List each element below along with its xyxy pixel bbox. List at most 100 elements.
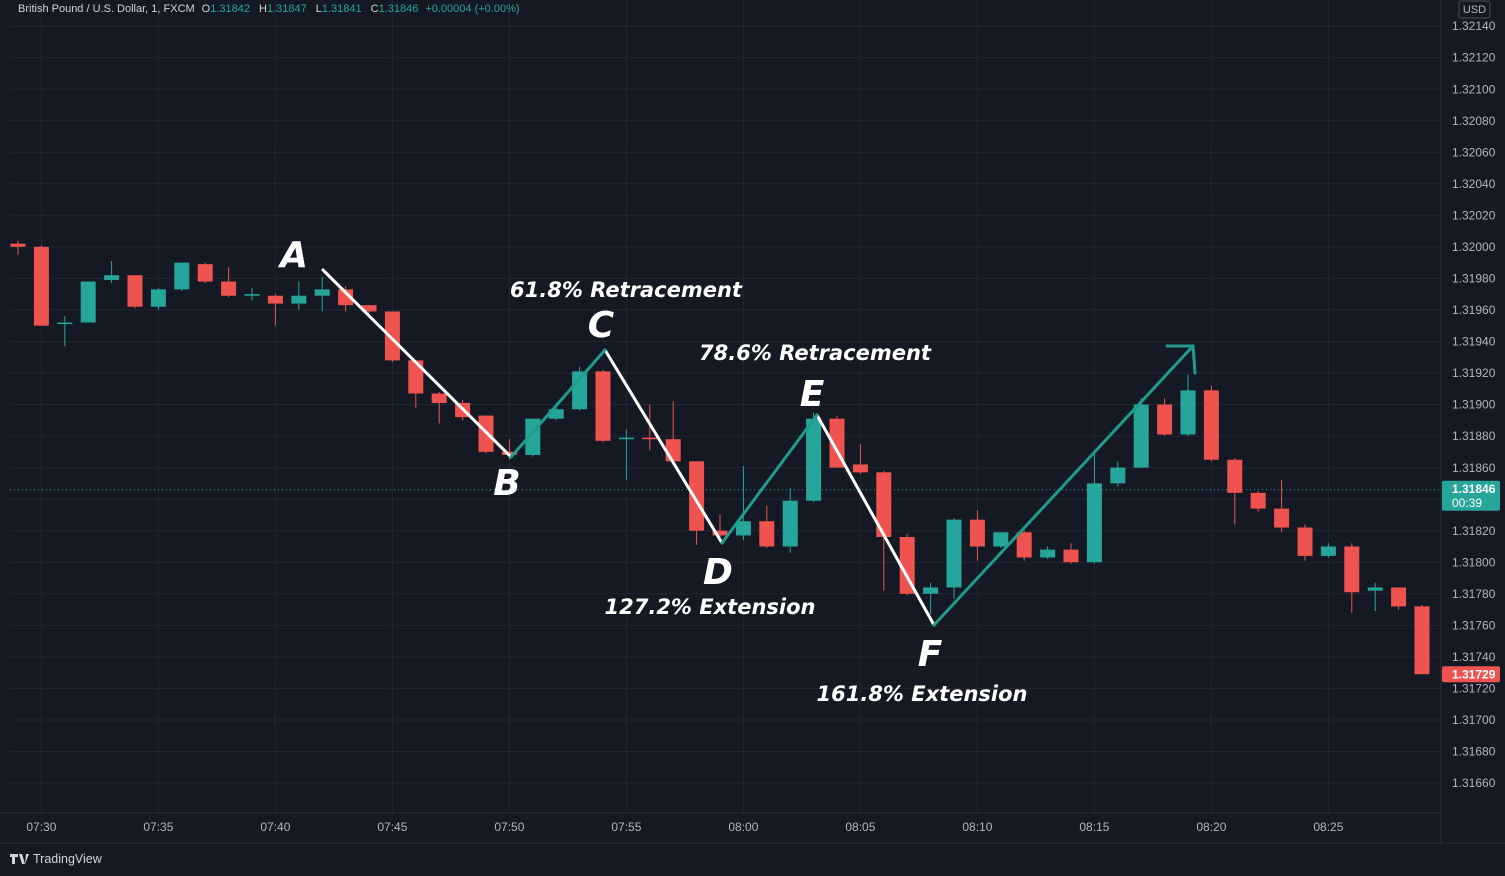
candle-body — [1297, 527, 1313, 556]
candle-body — [80, 281, 96, 323]
x-tick-label: 08:25 — [1313, 820, 1343, 834]
y-tick-label: 1.31960 — [1452, 303, 1496, 317]
field-key: H — [259, 3, 267, 15]
y-tick-label: 1.31880 — [1452, 429, 1496, 443]
candle-body — [33, 246, 49, 326]
field-value: 1.31847 — [267, 3, 307, 15]
candle-body — [1274, 508, 1290, 528]
branding: TradingView — [10, 852, 103, 866]
candle-body — [618, 437, 634, 440]
fib-label: 161.8% Extension — [817, 682, 1028, 706]
candle-body — [689, 461, 705, 531]
x-tick-label: 07:45 — [377, 820, 407, 834]
candle-body — [548, 409, 564, 419]
price-axis: 1.31660 1.31680 1.31700 1.31720 1.31740 1.317… — [1442, 19, 1500, 790]
x-tick-label: 08:20 — [1196, 820, 1226, 834]
candle-body — [735, 521, 751, 536]
candle-body — [665, 439, 681, 462]
candle-body — [10, 243, 26, 247]
candle-body — [408, 360, 424, 394]
candle-body — [993, 532, 1009, 547]
candle-body — [1086, 483, 1102, 563]
y-tick-label: 1.32060 — [1452, 145, 1496, 159]
y-tick-label: 1.32080 — [1452, 114, 1496, 128]
x-tick-label: 07:35 — [143, 820, 173, 834]
candle-body — [244, 294, 260, 296]
legend-header: British Pound / U.S. Dollar, 1, FXCM O1.3… — [18, 3, 520, 15]
candle-body — [642, 437, 658, 440]
y-tick-label: 1.31720 — [1452, 682, 1496, 696]
candle-body — [1367, 587, 1383, 591]
drawing-line — [720, 413, 819, 545]
candle-body — [150, 289, 166, 307]
y-tick-label: 1.31780 — [1452, 587, 1496, 601]
candle-body — [1180, 390, 1196, 435]
currency-box — [1458, 0, 1491, 19]
change: +0.00004 (+0.00%) — [425, 3, 519, 15]
drawing-line — [815, 413, 936, 627]
candle-body — [1227, 459, 1243, 493]
y-tick-label: 1.32140 — [1452, 19, 1496, 33]
candles — [10, 240, 1430, 675]
candle-body — [57, 322, 73, 325]
candle-body — [969, 519, 985, 547]
y-tick-label: 1.31920 — [1452, 366, 1496, 380]
candle-body — [946, 519, 962, 588]
field-key: L — [316, 3, 322, 15]
field-value: 1.31841 — [322, 3, 362, 15]
x-tick-label: 07:50 — [494, 820, 524, 834]
candle-body — [127, 275, 143, 307]
candle-body — [923, 587, 939, 594]
x-tick-label: 07:55 — [611, 820, 641, 834]
y-tick-label: 1.31860 — [1452, 461, 1496, 475]
candle-body — [1016, 532, 1032, 558]
x-tick-label: 08:15 — [1079, 820, 1109, 834]
point-label: D — [703, 552, 733, 593]
candle-body — [197, 264, 213, 282]
candle-body — [595, 371, 611, 441]
candle-body — [221, 281, 237, 296]
candle-body — [759, 521, 775, 547]
fib-label: 127.2% Extension — [605, 595, 816, 619]
candle-body — [1414, 606, 1430, 675]
fib-label: 78.6% Retracement — [699, 341, 932, 365]
symbol-title: British Pound / U.S. Dollar, 1, FXCM — [18, 3, 195, 15]
candle-body — [384, 311, 400, 361]
candle-body — [876, 472, 892, 538]
point-label: F — [918, 634, 943, 675]
x-tick-label: 08:00 — [728, 820, 758, 834]
candle-body — [852, 464, 868, 473]
candle-body — [1203, 390, 1219, 460]
countdown: 00:39 — [1452, 496, 1482, 510]
y-tick-label: 1.31940 — [1452, 335, 1496, 349]
candle-body — [338, 289, 354, 306]
field-value: 1.31846 — [379, 3, 419, 15]
field-value: 1.31842 — [210, 3, 250, 15]
y-tick-label: 1.32000 — [1452, 240, 1496, 254]
candle-body — [1063, 549, 1079, 563]
candle-body — [361, 305, 377, 312]
drawing-line — [603, 348, 724, 545]
drawing-line — [509, 348, 607, 459]
branding-text: TradingView — [33, 852, 103, 866]
y-tick-label: 1.31800 — [1452, 555, 1496, 569]
x-tick-label: 07:40 — [260, 820, 290, 834]
candle-body — [1250, 492, 1266, 509]
candle-body — [267, 295, 283, 304]
candle-body — [291, 295, 307, 304]
y-tick-label: 1.31700 — [1452, 713, 1496, 727]
last-price-box — [1442, 666, 1500, 683]
grid — [10, 0, 1441, 813]
candle-body — [899, 537, 915, 594]
candle-body — [1133, 404, 1149, 468]
y-tick-label: 1.31820 — [1452, 524, 1496, 538]
point-label: B — [493, 463, 520, 504]
candle-body — [104, 275, 120, 280]
candle-body — [174, 262, 190, 290]
current-price-box — [1442, 480, 1500, 511]
x-tick-label: 08:10 — [962, 820, 992, 834]
x-tick-label: 08:05 — [845, 820, 875, 834]
y-tick-label: 1.32100 — [1452, 82, 1496, 96]
